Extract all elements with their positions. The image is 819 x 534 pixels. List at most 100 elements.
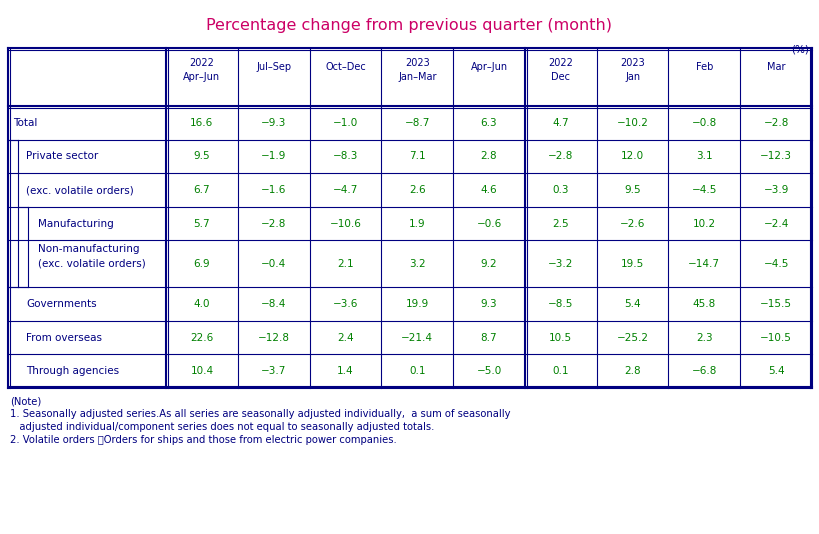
Text: 6.7: 6.7 (193, 185, 210, 195)
Text: −25.2: −25.2 (617, 333, 649, 343)
Text: 8.7: 8.7 (481, 333, 497, 343)
Text: 5.7: 5.7 (193, 218, 210, 229)
Text: 2.8: 2.8 (624, 366, 641, 376)
Text: (%): (%) (791, 45, 809, 55)
Text: 0.1: 0.1 (409, 366, 426, 376)
Text: Apr–Jun: Apr–Jun (183, 72, 220, 82)
Text: 3.1: 3.1 (696, 152, 713, 161)
Text: 4.7: 4.7 (553, 118, 569, 128)
Text: 12.0: 12.0 (621, 152, 644, 161)
Text: Mar: Mar (767, 62, 785, 72)
Text: 10.2: 10.2 (693, 218, 716, 229)
Text: −3.9: −3.9 (763, 185, 789, 195)
Text: 7.1: 7.1 (409, 152, 426, 161)
Text: Dec: Dec (551, 72, 570, 82)
Text: 2.1: 2.1 (337, 259, 354, 269)
Text: From overseas: From overseas (26, 333, 102, 343)
Text: 5.4: 5.4 (767, 366, 785, 376)
Text: −8.7: −8.7 (405, 118, 430, 128)
Text: Manufacturing: Manufacturing (38, 218, 114, 229)
Text: 9.2: 9.2 (481, 259, 497, 269)
Text: 1.9: 1.9 (409, 218, 426, 229)
Text: 3.2: 3.2 (409, 259, 426, 269)
Text: 2022: 2022 (549, 58, 573, 68)
Text: 19.5: 19.5 (621, 259, 645, 269)
Text: −8.3: −8.3 (333, 152, 358, 161)
Text: 5.4: 5.4 (624, 299, 641, 309)
Text: −15.5: −15.5 (760, 299, 792, 309)
Text: 45.8: 45.8 (693, 299, 716, 309)
Text: Jan: Jan (625, 72, 640, 82)
Text: −8.5: −8.5 (548, 299, 573, 309)
Text: 2.8: 2.8 (481, 152, 497, 161)
Text: 19.9: 19.9 (405, 299, 429, 309)
Text: 2. Volatile orders ：Orders for ships and those from electric power companies.: 2. Volatile orders ：Orders for ships and… (10, 435, 396, 445)
Text: 2022: 2022 (189, 58, 215, 68)
Text: 9.3: 9.3 (481, 299, 497, 309)
Text: −12.3: −12.3 (760, 152, 792, 161)
Text: 4.0: 4.0 (193, 299, 210, 309)
Text: (exc. volatile orders): (exc. volatile orders) (38, 258, 146, 269)
Text: −8.4: −8.4 (261, 299, 287, 309)
Text: −1.6: −1.6 (261, 185, 287, 195)
Text: −2.8: −2.8 (548, 152, 573, 161)
Text: 2023: 2023 (620, 58, 645, 68)
Text: 2.3: 2.3 (696, 333, 713, 343)
Text: 2.6: 2.6 (409, 185, 426, 195)
Text: −2.6: −2.6 (620, 218, 645, 229)
Text: (Note): (Note) (10, 396, 41, 406)
Text: −0.6: −0.6 (477, 218, 501, 229)
Text: 10.5: 10.5 (550, 333, 572, 343)
Text: (exc. volatile orders): (exc. volatile orders) (26, 185, 133, 195)
Text: 4.6: 4.6 (481, 185, 497, 195)
Text: Private sector: Private sector (26, 152, 98, 161)
Text: −1.0: −1.0 (333, 118, 358, 128)
Text: −3.6: −3.6 (333, 299, 358, 309)
Text: −21.4: −21.4 (401, 333, 433, 343)
Text: 9.5: 9.5 (624, 185, 641, 195)
Text: Total: Total (13, 118, 38, 128)
Text: Non-manufacturing: Non-manufacturing (38, 245, 139, 254)
Text: −3.7: −3.7 (261, 366, 287, 376)
Text: −4.5: −4.5 (692, 185, 717, 195)
Text: −2.8: −2.8 (261, 218, 287, 229)
Text: adjusted individual/component series does not equal to seasonally adjusted total: adjusted individual/component series doe… (10, 422, 434, 432)
Text: 16.6: 16.6 (190, 118, 214, 128)
Text: 9.5: 9.5 (193, 152, 210, 161)
Text: 6.3: 6.3 (481, 118, 497, 128)
Text: −14.7: −14.7 (688, 259, 721, 269)
Text: 2.4: 2.4 (337, 333, 354, 343)
Text: −5.0: −5.0 (477, 366, 501, 376)
Text: 10.4: 10.4 (190, 366, 214, 376)
Text: −1.9: −1.9 (261, 152, 287, 161)
Text: Jul–Sep: Jul–Sep (256, 62, 292, 72)
Text: −0.4: −0.4 (261, 259, 287, 269)
Text: −10.6: −10.6 (329, 218, 361, 229)
Text: 0.1: 0.1 (553, 366, 569, 376)
Text: Percentage change from previous quarter (month): Percentage change from previous quarter … (206, 18, 613, 33)
Text: Feb: Feb (695, 62, 713, 72)
Text: 1.4: 1.4 (337, 366, 354, 376)
Text: 2.5: 2.5 (553, 218, 569, 229)
Text: Governments: Governments (26, 299, 97, 309)
Text: −6.8: −6.8 (692, 366, 717, 376)
Text: −9.3: −9.3 (261, 118, 287, 128)
Text: 1. Seasonally adjusted series.As all series are seasonally adjusted individually: 1. Seasonally adjusted series.As all ser… (10, 409, 510, 419)
Text: 22.6: 22.6 (190, 333, 214, 343)
Text: −10.5: −10.5 (760, 333, 792, 343)
Text: Through agencies: Through agencies (26, 366, 119, 376)
Text: −3.2: −3.2 (548, 259, 573, 269)
Text: 6.9: 6.9 (193, 259, 210, 269)
Text: −10.2: −10.2 (617, 118, 649, 128)
Text: −12.8: −12.8 (258, 333, 290, 343)
Text: Apr–Jun: Apr–Jun (470, 62, 508, 72)
Text: −0.8: −0.8 (692, 118, 717, 128)
Text: Jan–Mar: Jan–Mar (398, 72, 437, 82)
Text: −2.4: −2.4 (763, 218, 789, 229)
Text: 2023: 2023 (405, 58, 430, 68)
Text: 0.3: 0.3 (553, 185, 569, 195)
Text: −2.8: −2.8 (763, 118, 789, 128)
Text: Oct–Dec: Oct–Dec (325, 62, 366, 72)
Text: −4.7: −4.7 (333, 185, 358, 195)
Text: −4.5: −4.5 (763, 259, 789, 269)
